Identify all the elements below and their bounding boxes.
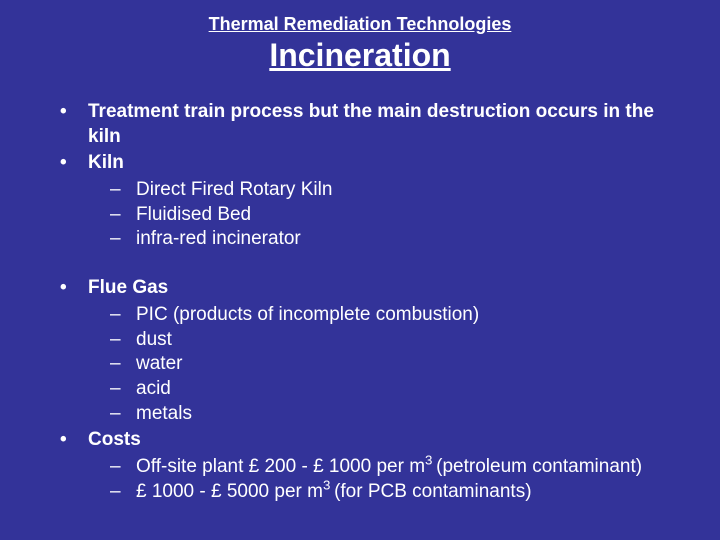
sub-bullet-item: metals xyxy=(110,402,680,427)
bullet-list-2: Flue Gas PIC (products of incomplete com… xyxy=(60,276,680,504)
sub-bullet-item: water xyxy=(110,352,680,377)
sub-bullet-list: Direct Fired Rotary Kiln Fluidised Bed i… xyxy=(88,178,680,252)
spacer xyxy=(60,254,680,276)
bullet-text: Kiln xyxy=(88,152,124,173)
sub-bullet-item: PIC (products of incomplete combustion) xyxy=(110,303,680,328)
sub-bullet-item: Direct Fired Rotary Kiln xyxy=(110,178,680,203)
bullet-item: Treatment train process but the main des… xyxy=(60,100,680,149)
bullet-item: Kiln Direct Fired Rotary Kiln Fluidised … xyxy=(60,151,680,252)
sub-bullet-item: £ 1000 - £ 5000 per m3 (for PCB contamin… xyxy=(110,480,680,505)
bullet-text: Flue Gas xyxy=(88,277,168,298)
slide-subtitle: Thermal Remediation Technologies xyxy=(20,14,700,35)
bullet-text: Costs xyxy=(88,429,141,450)
sub-bullet-list: PIC (products of incomplete combustion) … xyxy=(88,303,680,426)
sub-bullet-item: acid xyxy=(110,377,680,402)
slide-content: Treatment train process but the main des… xyxy=(20,100,700,504)
sub-bullet-item: dust xyxy=(110,328,680,353)
bullet-item: Flue Gas PIC (products of incomplete com… xyxy=(60,276,680,426)
sub-bullet-list: Off-site plant £ 200 - £ 1000 per m3 (pe… xyxy=(88,455,680,504)
slide: Thermal Remediation Technologies Inciner… xyxy=(0,0,720,540)
bullet-item: Costs Off-site plant £ 200 - £ 1000 per … xyxy=(60,428,680,504)
bullet-list-1: Treatment train process but the main des… xyxy=(60,100,680,252)
sub-bullet-item: Fluidised Bed xyxy=(110,203,680,228)
sub-bullet-item: infra-red incinerator xyxy=(110,227,680,252)
bullet-text: Treatment train process but the main des… xyxy=(88,101,654,147)
sub-bullet-item: Off-site plant £ 200 - £ 1000 per m3 (pe… xyxy=(110,455,680,480)
slide-title: Incineration xyxy=(20,37,700,74)
